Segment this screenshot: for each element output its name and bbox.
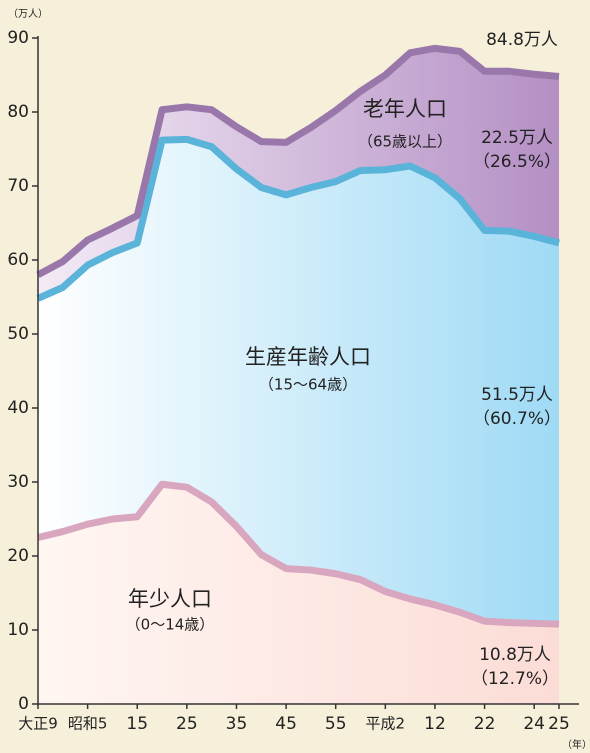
y-tick-label: 20 <box>7 546 29 566</box>
y-tick-label: 50 <box>7 324 29 344</box>
y-tick-label: 0 <box>18 694 29 714</box>
end-label: （60.7%） <box>473 409 561 429</box>
end-label: 84.8万人 <box>486 30 558 50</box>
x-tick-label: 22 <box>474 714 496 734</box>
series-line <box>36 44 560 278</box>
series-sub: （0〜14歳） <box>126 616 215 634</box>
x-tick-label: 24 <box>523 714 545 734</box>
y-tick-label: 40 <box>7 398 29 418</box>
end-label: 10.8万人 <box>479 645 551 665</box>
y-unit: （万人） <box>8 8 48 20</box>
end-label: （12.7%） <box>471 669 559 689</box>
x-tick-label: 昭和5 <box>68 715 108 733</box>
x-tick-label: 25 <box>548 714 570 734</box>
x-tick-label: 大正9 <box>18 715 58 733</box>
x-unit: （年） <box>562 738 590 751</box>
x-tick-label: 15 <box>126 714 148 734</box>
x-tick-label: 25 <box>176 714 198 734</box>
area <box>38 484 559 704</box>
y-tick-label: 90 <box>7 28 29 48</box>
end-label: 51.5万人 <box>481 385 553 405</box>
x-tick-label: 45 <box>275 714 297 734</box>
x-tick-label: 55 <box>325 714 347 734</box>
area <box>38 139 559 625</box>
x-tick-label: 12 <box>424 714 446 734</box>
plot <box>36 44 560 704</box>
series-line <box>36 135 560 302</box>
y-tick-label: 30 <box>7 472 29 492</box>
series-label: 生産年齢人口 <box>245 345 371 369</box>
y-tick-label: 10 <box>7 620 29 640</box>
y-tick-label: 60 <box>7 250 29 270</box>
end-label: （26.5%） <box>473 152 561 172</box>
series-label: 老年人口 <box>363 97 447 121</box>
x-tick-label: 平成2 <box>366 715 406 733</box>
series-label: 年少人口 <box>128 587 212 611</box>
series-line <box>37 480 560 628</box>
series-sub: （15〜64歳） <box>259 376 357 394</box>
end-label: 22.5万人 <box>481 128 553 148</box>
series-sub: （65歳以上） <box>358 133 452 151</box>
y-tick-label: 80 <box>7 102 29 122</box>
y-tick-label: 70 <box>7 176 29 196</box>
x-tick-label: 35 <box>226 714 248 734</box>
